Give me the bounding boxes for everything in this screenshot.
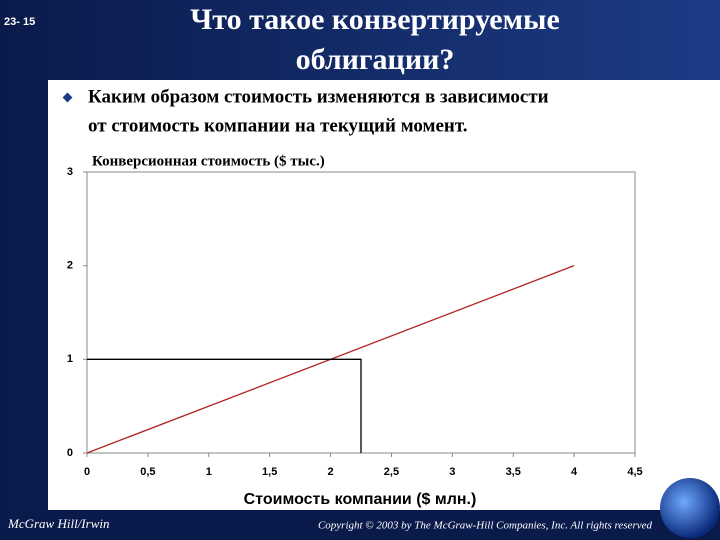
x-tick-label: 1 — [206, 466, 212, 478]
x-tick-label: 4,5 — [627, 466, 642, 478]
x-axis-label: Стоимость компании ($ млн.) — [244, 491, 477, 508]
slide-number: 23- 15 — [4, 16, 35, 28]
x-tick-label: 4 — [571, 466, 578, 478]
y-tick-label: 2 — [67, 260, 73, 272]
footer-band — [0, 510, 720, 540]
x-tick-label: 3 — [449, 466, 455, 478]
y-tick-label: 0 — [67, 447, 73, 459]
y-tick-label: 3 — [67, 166, 73, 178]
x-tick-label: 1,5 — [262, 466, 277, 478]
chart-title: Конверсионная стоимость ($ тыс.) — [92, 153, 325, 169]
y-tick-label: 1 — [67, 353, 73, 365]
x-tick-label: 3,5 — [506, 466, 521, 478]
content-area — [48, 80, 720, 510]
footer-left: McGraw Hill/Irwin — [7, 516, 109, 531]
data-line — [87, 358, 362, 453]
x-tick-label: 0,5 — [140, 466, 155, 478]
x-tick-label: 2 — [327, 466, 333, 478]
slide-title: Что такое конвертируемые — [190, 3, 560, 36]
x-tick-label: 2,5 — [384, 466, 399, 478]
x-tick-label: 0 — [84, 466, 90, 478]
slide-title: облигации? — [296, 43, 455, 76]
bullet-text: от стоимость компании на текущий момент. — [88, 115, 468, 136]
globe-icon — [660, 478, 720, 538]
bullet-text: Каким образом стоимость изменяются в зав… — [88, 86, 549, 107]
footer-right: Copyright © 2003 by The McGraw-Hill Comp… — [318, 520, 653, 532]
